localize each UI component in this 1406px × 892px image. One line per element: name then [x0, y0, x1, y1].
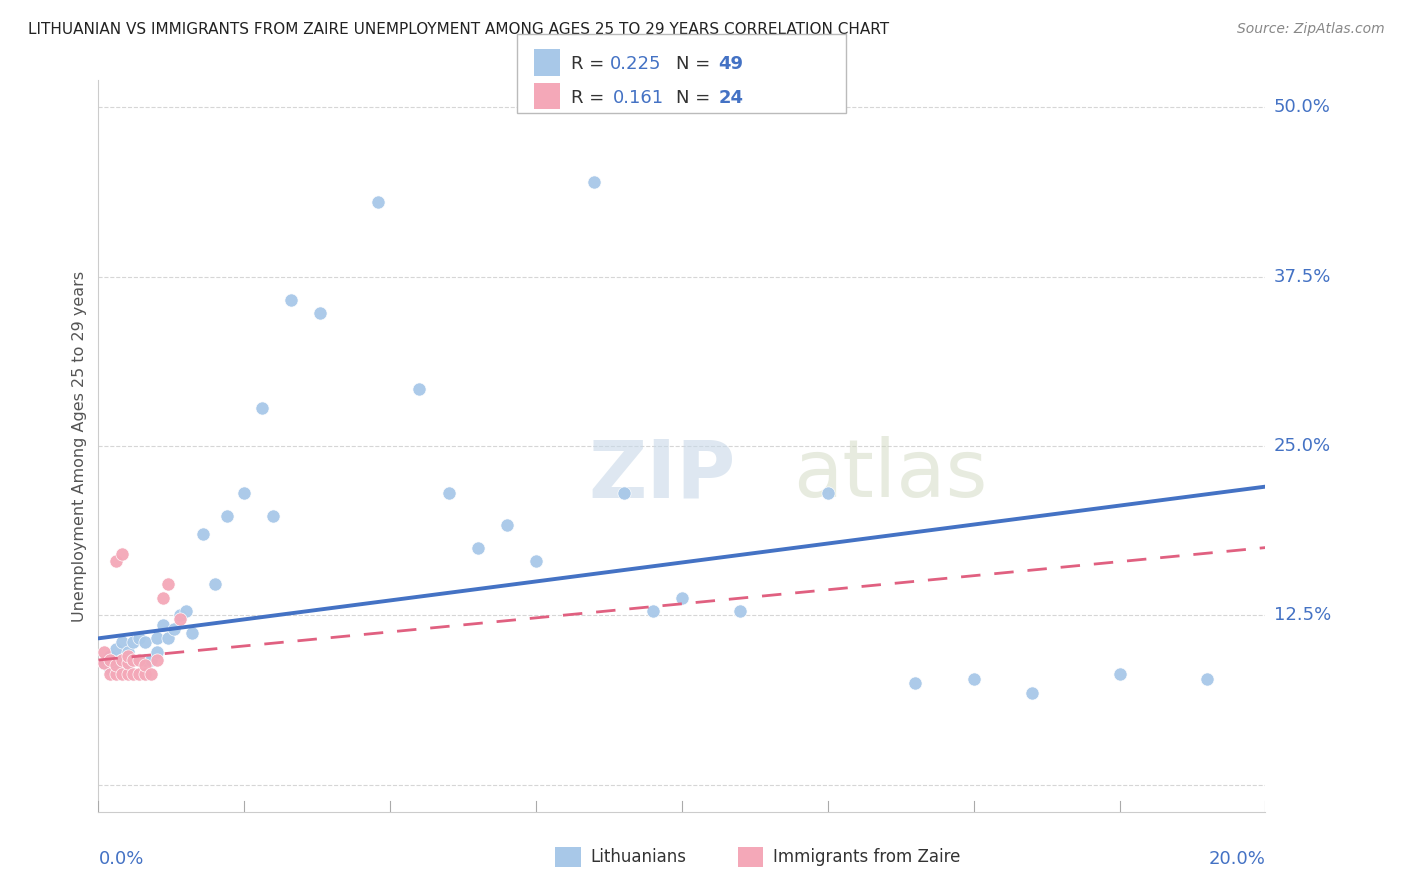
Point	[111, 653, 134, 667]
Point	[817, 486, 839, 500]
Point	[98, 663, 121, 677]
Point	[111, 547, 134, 561]
Point	[1108, 666, 1130, 681]
Text: R =: R =	[571, 55, 610, 73]
Point	[111, 635, 134, 649]
Point	[93, 645, 115, 659]
Point	[163, 622, 186, 636]
Point	[215, 509, 238, 524]
Point	[128, 632, 150, 646]
Text: 25.0%: 25.0%	[1274, 437, 1331, 455]
Point	[98, 648, 121, 663]
Point	[467, 541, 489, 555]
Point	[157, 577, 180, 591]
Text: 50.0%: 50.0%	[1274, 98, 1330, 116]
Point	[104, 554, 127, 568]
Point	[122, 653, 145, 667]
Point	[495, 517, 517, 532]
Point	[962, 672, 984, 686]
Text: Lithuanians: Lithuanians	[591, 848, 686, 866]
Point	[169, 608, 191, 623]
Point	[134, 658, 156, 673]
Point	[1021, 685, 1043, 699]
Point	[309, 306, 332, 320]
Point	[204, 577, 226, 591]
Point	[180, 626, 202, 640]
Point	[250, 401, 273, 415]
Text: atlas: atlas	[793, 436, 987, 515]
Point	[117, 656, 139, 670]
Point	[117, 645, 139, 659]
Point	[904, 676, 927, 690]
Text: 37.5%: 37.5%	[1274, 268, 1331, 285]
Text: 20.0%: 20.0%	[1209, 850, 1265, 868]
Point	[524, 554, 547, 568]
Point	[146, 645, 169, 659]
Point	[1195, 672, 1218, 686]
Point	[612, 486, 634, 500]
Point	[104, 642, 127, 657]
Point	[128, 666, 150, 681]
Point	[122, 666, 145, 681]
Text: Source: ZipAtlas.com: Source: ZipAtlas.com	[1237, 22, 1385, 37]
Point	[139, 666, 162, 681]
Point	[641, 604, 664, 618]
Text: R =: R =	[571, 89, 616, 107]
Point	[93, 656, 115, 670]
Point	[134, 653, 156, 667]
Text: 24: 24	[718, 89, 744, 107]
Point	[117, 656, 139, 670]
Point	[169, 612, 191, 626]
Point	[146, 632, 169, 646]
Point	[152, 591, 174, 605]
Point	[152, 617, 174, 632]
Point	[98, 653, 121, 667]
Point	[139, 653, 162, 667]
Point	[104, 666, 127, 681]
Point	[117, 648, 139, 663]
Text: 0.161: 0.161	[613, 89, 664, 107]
Point	[104, 658, 127, 673]
Point	[134, 666, 156, 681]
Point	[193, 527, 215, 541]
Point	[111, 653, 134, 667]
Point	[117, 666, 139, 681]
Point	[122, 635, 145, 649]
Text: 12.5%: 12.5%	[1274, 607, 1331, 624]
Point	[262, 509, 284, 524]
Point	[408, 382, 430, 396]
Point	[437, 486, 460, 500]
Point	[146, 653, 169, 667]
Point	[157, 632, 180, 646]
Text: 0.0%: 0.0%	[98, 850, 143, 868]
Point	[111, 666, 134, 681]
Text: LITHUANIAN VS IMMIGRANTS FROM ZAIRE UNEMPLOYMENT AMONG AGES 25 TO 29 YEARS CORRE: LITHUANIAN VS IMMIGRANTS FROM ZAIRE UNEM…	[28, 22, 889, 37]
Point	[134, 635, 156, 649]
Text: ZIP: ZIP	[589, 436, 735, 515]
Point	[128, 653, 150, 667]
Point	[280, 293, 302, 307]
Point	[98, 666, 121, 681]
Point	[93, 656, 115, 670]
Point	[104, 658, 127, 673]
Text: N =: N =	[676, 89, 716, 107]
Text: 0.225: 0.225	[610, 55, 662, 73]
Point	[728, 604, 751, 618]
Text: N =: N =	[676, 55, 716, 73]
Point	[671, 591, 693, 605]
Point	[128, 653, 150, 667]
Point	[122, 653, 145, 667]
Point	[174, 604, 197, 618]
Text: Immigrants from Zaire: Immigrants from Zaire	[773, 848, 960, 866]
Text: 49: 49	[718, 55, 744, 73]
Point	[233, 486, 256, 500]
Point	[367, 195, 389, 210]
Y-axis label: Unemployment Among Ages 25 to 29 years: Unemployment Among Ages 25 to 29 years	[72, 270, 87, 622]
Point	[583, 175, 606, 189]
